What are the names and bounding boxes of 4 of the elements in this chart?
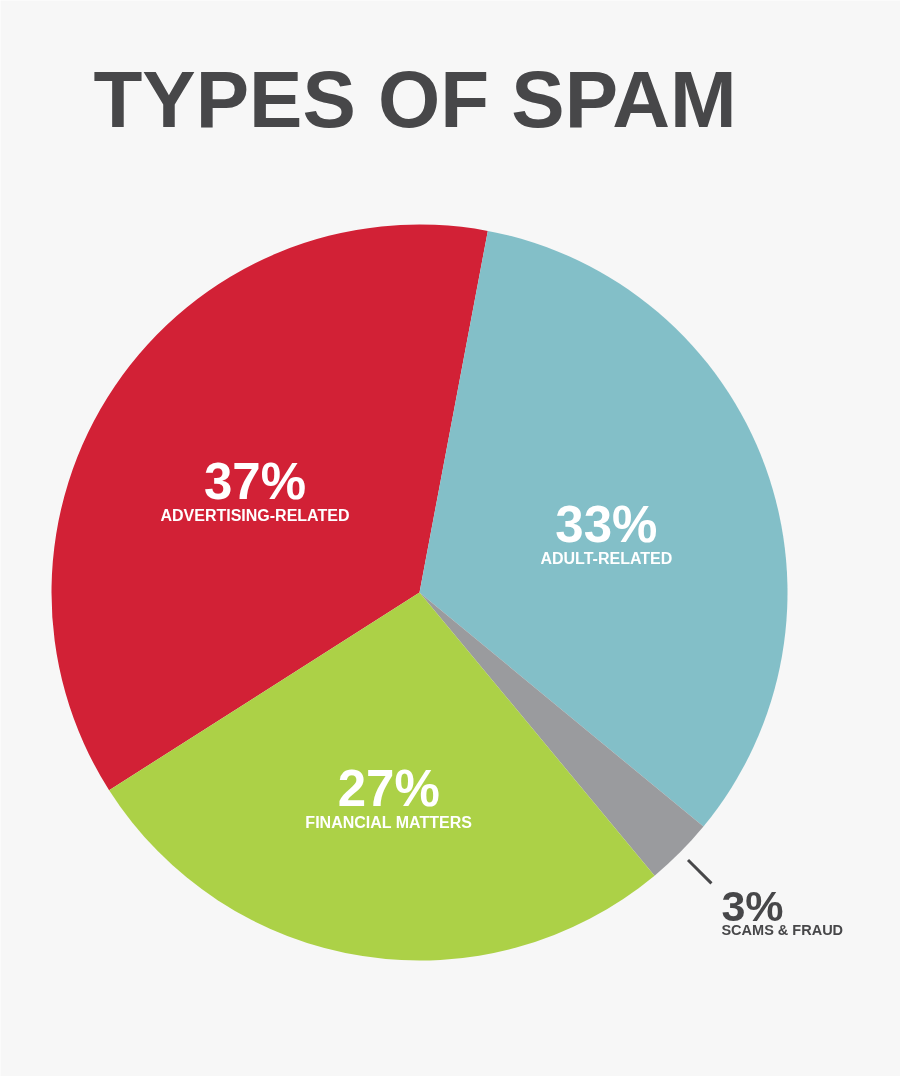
slice-label: SCAMS & FRAUD	[721, 922, 844, 939]
slice-label: ADULT-RELATED	[540, 550, 673, 568]
chart-title: TYPES OF SPAM	[93, 55, 737, 144]
slice-label: FINANCIAL MATTERS	[305, 814, 473, 832]
